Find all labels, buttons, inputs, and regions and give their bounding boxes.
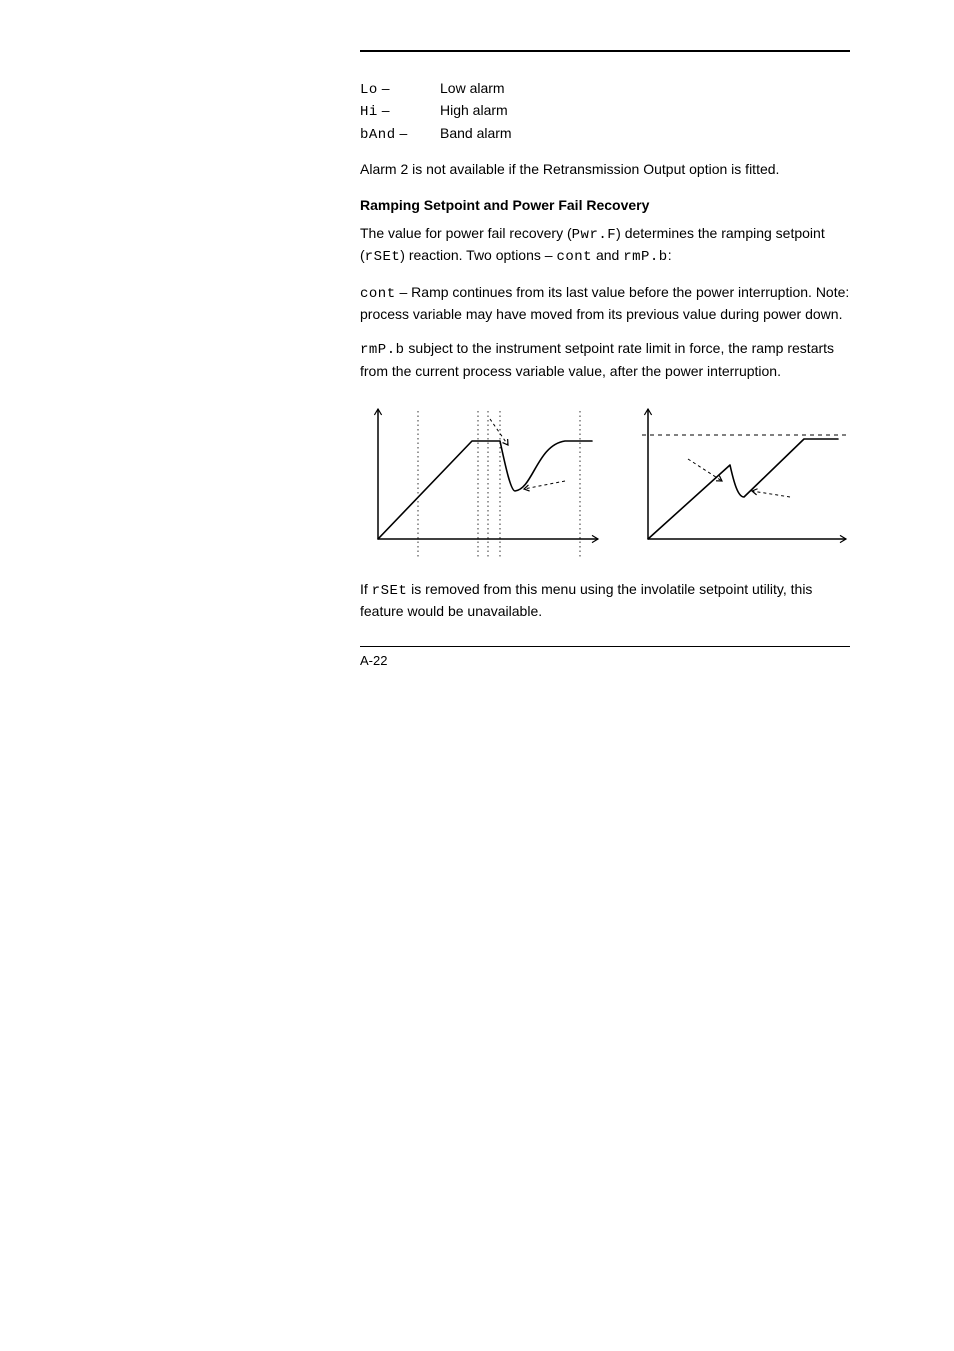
seg-code: rmP.b bbox=[360, 342, 405, 358]
text: If bbox=[360, 581, 372, 597]
list-text: Band alarm bbox=[440, 123, 512, 145]
sep: – bbox=[378, 102, 390, 118]
bottom-rule bbox=[360, 646, 850, 647]
power-fail-diagram bbox=[360, 399, 850, 569]
rset-note: If rSEt is removed from this menu using … bbox=[360, 579, 854, 622]
text: ) reaction. Two options – bbox=[400, 247, 556, 263]
alarm-note: Alarm 2 is not available if the Retransm… bbox=[360, 159, 854, 179]
alarm-type-list: Lo – Low alarm Hi – High alarm bAnd – Ba… bbox=[360, 78, 854, 145]
list-item: Hi – High alarm bbox=[360, 100, 854, 122]
text: is removed from this menu using the invo… bbox=[360, 581, 812, 619]
seg-code: rmP.b bbox=[623, 249, 668, 265]
text: subject to the instrument setpoint rate … bbox=[360, 340, 834, 378]
seg-label: Lo bbox=[360, 82, 378, 98]
text: The value for power fail recovery ( bbox=[360, 225, 572, 241]
seg-code: cont bbox=[556, 249, 592, 265]
seg-label: Hi bbox=[360, 104, 378, 120]
pwrf-intro: The value for power fail recovery (Pwr.F… bbox=[360, 223, 854, 268]
seg-code: rSEt bbox=[365, 249, 401, 265]
list-item: Lo – Low alarm bbox=[360, 78, 854, 100]
sep: – bbox=[396, 125, 408, 141]
sep: – bbox=[378, 80, 390, 96]
text: and bbox=[592, 247, 623, 263]
page-number: A-22 bbox=[360, 653, 854, 668]
rmpb-option: rmP.b subject to the instrument setpoint… bbox=[360, 338, 854, 381]
text: : bbox=[668, 247, 672, 263]
seg-label: bAnd bbox=[360, 127, 396, 143]
cont-option: cont – Ramp continues from its last valu… bbox=[360, 282, 854, 325]
list-text: High alarm bbox=[440, 100, 508, 122]
text: – Ramp continues from its last value bef… bbox=[360, 284, 849, 322]
seg-code: cont bbox=[360, 286, 396, 302]
section-heading: Ramping Setpoint and Power Fail Recovery bbox=[360, 197, 854, 213]
top-rule bbox=[360, 50, 850, 52]
list-item: bAnd – Band alarm bbox=[360, 123, 854, 145]
list-text: Low alarm bbox=[440, 78, 505, 100]
seg-code: Pwr.F bbox=[572, 227, 617, 243]
seg-code: rSEt bbox=[372, 583, 408, 599]
